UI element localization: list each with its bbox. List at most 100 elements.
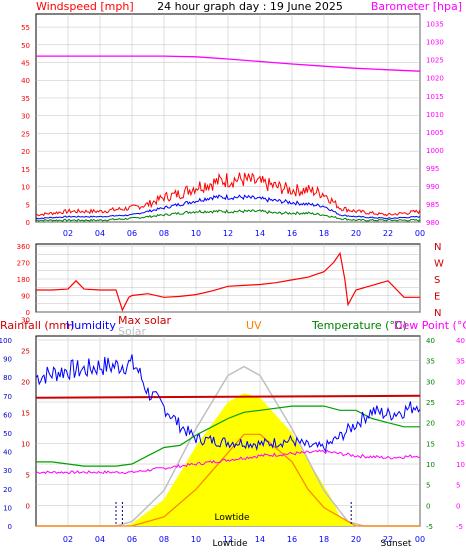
climate-x-tick-label: 00 [415,535,425,544]
dewpoint-tick-label: 40 [456,337,465,345]
direction-tick-label: 180 [17,276,30,284]
wind-tick-label: 5 [26,201,30,209]
wind-tick-label: 20 [21,148,30,156]
barometer-tick-label: 1000 [426,147,444,155]
humidity-tick-label: 10 [21,440,30,448]
rain-tick-label: 100 [0,337,12,345]
wind-tick-label: 45 [21,60,30,68]
wind-tick-label: 50 [21,42,30,50]
dewpoint-tick-label: 25 [456,399,465,407]
wind-x-tick-label: 08 [159,229,169,238]
windspeed-axis-title: Windspeed [mph] [36,0,134,13]
dewpoint-tick-label: 35 [456,358,465,366]
climate-x-tick-label: 12 [223,535,233,544]
rain-tick-label: 60 [3,411,12,419]
wind-tick-label: 10 [21,184,30,192]
uv-line [36,433,420,527]
graph-title: 24 hour graph day : 19 June 2025 [157,0,343,13]
barometer-tick-label: 1015 [426,93,444,101]
humidity-tick-label: 20 [21,378,30,386]
direction-grid [36,244,421,313]
climate-x-tick-label: 04 [95,535,105,544]
barometer-tick-label: 985 [426,201,439,209]
direction-tick-label: 270 [17,260,30,268]
direction-tick-label: 0 [26,309,30,317]
climate-x-tick-label: 02 [63,535,73,544]
direction-series [36,251,420,312]
dewpoint-tick-label: 20 [456,420,465,428]
rain-tick-label: 70 [3,393,12,401]
compass-label: N [434,308,441,319]
humidity-tick-label: 15 [21,409,30,417]
wind-x-tick-label: 18 [319,229,329,238]
wind-tick-label: 55 [21,24,30,32]
wind-x-tick-label: 14 [255,229,265,238]
temperature-tick-label: -5 [426,523,433,531]
direction-tick-label: 90 [21,293,30,301]
humidity-label: Humidity [66,319,116,332]
climate-x-tick-label: 10 [191,535,201,544]
temperature-label: Temperature (°C) [311,319,407,332]
barometer-tick-label: 1025 [426,57,444,65]
wind-x-tick-label: 00 [415,229,425,238]
dewpoint-tick-label: 10 [456,461,465,469]
barometer-tick-label: 1035 [426,21,444,29]
dewpoint-tick-label: 0 [456,502,460,510]
direction-tick-label: 360 [17,243,30,251]
humidity-line [35,354,421,453]
wind-x-tick-label: 04 [95,229,105,238]
wind-x-tick-label: 10 [191,229,201,238]
humidity-tick-label: 0 [26,502,30,510]
solar-label: Solar [118,325,147,338]
humidity-tick-label: 25 [21,347,30,355]
rain-tick-label: 0 [8,523,12,531]
dewpoint-line [35,449,421,475]
uv-label: UV [246,319,262,332]
temperature-line [36,405,420,467]
barometer-axis-title: Barometer [hpa] [371,0,462,13]
humidity-tick-label: 5 [26,471,30,479]
lowtide-label-2: Lowtide [212,539,247,549]
rainfall-label: Rainfall (mm) [0,319,74,332]
compass-label: N [434,242,441,253]
rain-tick-label: 10 [3,504,12,512]
temperature-tick-label: 10 [426,461,435,469]
barometer-tick-label: 990 [426,183,439,191]
wind-tick-label: 25 [21,130,30,138]
barometer-line [36,55,421,72]
wind-x-tick-label: 06 [127,229,137,238]
compass-label: W [434,259,444,270]
climate-x-tick-label: 16 [287,535,297,544]
dewpoint-tick-label: -5 [456,523,463,531]
wind-x-tick-label: 20 [351,229,361,238]
axis-labels: 0510152025303540455055980985990995100010… [0,21,465,544]
rain-tick-label: 20 [3,486,12,494]
rain-tick-label: 30 [3,467,12,475]
climate-x-tick-label: 06 [127,535,137,544]
wind-tick-label: 40 [21,77,30,85]
temperature-tick-label: 5 [426,482,430,490]
wind-x-tick-label: 02 [63,229,73,238]
wind-x-tick-label: 22 [383,229,393,238]
temperature-tick-label: 30 [426,378,435,386]
rain-tick-label: 40 [3,449,12,457]
wind-x-tick-label: 16 [287,229,297,238]
temperature-tick-label: 25 [426,399,435,407]
dewpoint-tick-label: 5 [456,482,460,490]
wind-tick-label: 0 [26,219,30,227]
dewpoint-label: Dew Point (°C) [394,319,466,332]
wind-tick-label: 15 [21,166,30,174]
rain-tick-label: 90 [3,356,12,364]
climate-x-tick-label: 20 [351,535,361,544]
barometer-tick-label: 1030 [426,39,444,47]
barometer-tick-label: 1010 [426,111,444,119]
climate-x-tick-label: 08 [159,535,169,544]
temperature-tick-label: 15 [426,440,435,448]
barometer-tick-label: 980 [426,219,439,227]
wind-series [35,55,421,222]
barometer-tick-label: 995 [426,165,439,173]
climate-x-tick-label: 14 [255,535,265,544]
temperature-tick-label: 20 [426,420,435,428]
rain-tick-label: 80 [3,374,12,382]
